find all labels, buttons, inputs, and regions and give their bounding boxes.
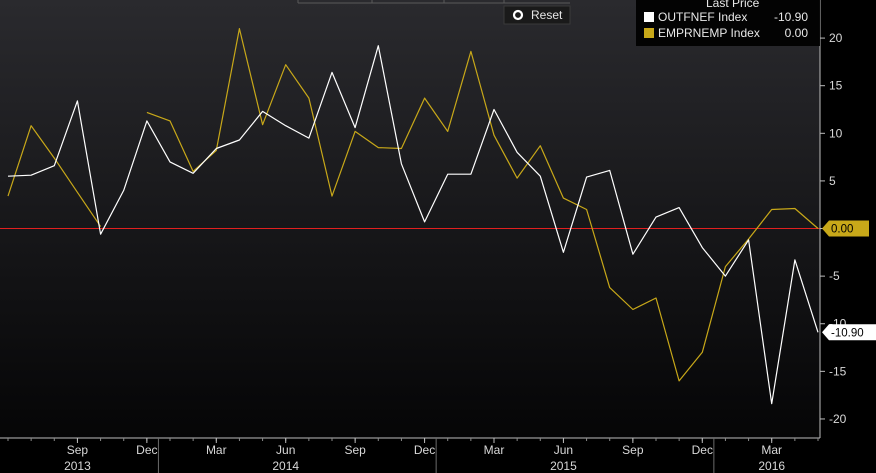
series-line-outfnef (7, 45, 819, 405)
series-line-emprnemp (7, 28, 819, 382)
plot-layer (0, 28, 820, 405)
x-tick-label: Jun (554, 443, 573, 457)
legend-series-name: EMPRNEMP Index (658, 26, 760, 40)
toolbar-fragment (297, 0, 570, 4)
y-tick-label: 10 (829, 126, 843, 140)
last-value-callout: -10.90 (822, 324, 876, 341)
y-tick-label: 15 (829, 79, 843, 93)
reset-label: Reset (531, 8, 563, 22)
legend-swatch (644, 28, 654, 38)
x-tick-label: Dec (414, 443, 435, 457)
y-tick-label: 5 (829, 174, 836, 188)
x-year-label: 2016 (758, 459, 785, 473)
legend-series-value: 0.00 (785, 26, 809, 40)
x-axis-band (0, 438, 876, 473)
reset-button[interactable]: Reset (503, 5, 571, 25)
x-tick-label: Mar (484, 443, 505, 457)
plot-background (0, 0, 820, 438)
legend-background (636, 0, 820, 46)
x-year-label: 2015 (550, 459, 577, 473)
legend-series-name: OUTFNEF Index (658, 10, 747, 24)
x-tick-label: Sep (67, 443, 89, 457)
callout-box (822, 220, 869, 237)
y-tick-label: -20 (829, 412, 847, 426)
reset-button-frame[interactable] (503, 5, 571, 25)
x-tick-label: Sep (344, 443, 366, 457)
y-tick-label: 20 (829, 31, 843, 45)
axis-layer: -20-15-10-505101520SepDecMarJunSepDecMar… (0, 0, 847, 473)
last-value-callout: 0.00 (822, 220, 869, 237)
x-year-label: 2013 (64, 459, 91, 473)
y-tick-label: -5 (829, 269, 840, 283)
x-tick-label: Mar (206, 443, 227, 457)
callout-label: 0.00 (831, 224, 853, 236)
legend-swatch (644, 12, 654, 22)
callout-label: -10.90 (831, 327, 864, 339)
callout-box (822, 324, 876, 341)
y-axis-band (820, 0, 876, 438)
x-year-label: 2014 (272, 459, 299, 473)
x-tick-label: Dec (692, 443, 713, 457)
y-tick-label: -15 (829, 364, 847, 378)
reset-icon (512, 9, 524, 21)
legend-title: Last Price (706, 0, 760, 10)
x-tick-label: Dec (136, 443, 157, 457)
x-tick-label: Jun (276, 443, 295, 457)
x-tick-label: Mar (761, 443, 782, 457)
legend-series-value: -10.90 (774, 10, 808, 24)
x-tick-label: Sep (622, 443, 644, 457)
